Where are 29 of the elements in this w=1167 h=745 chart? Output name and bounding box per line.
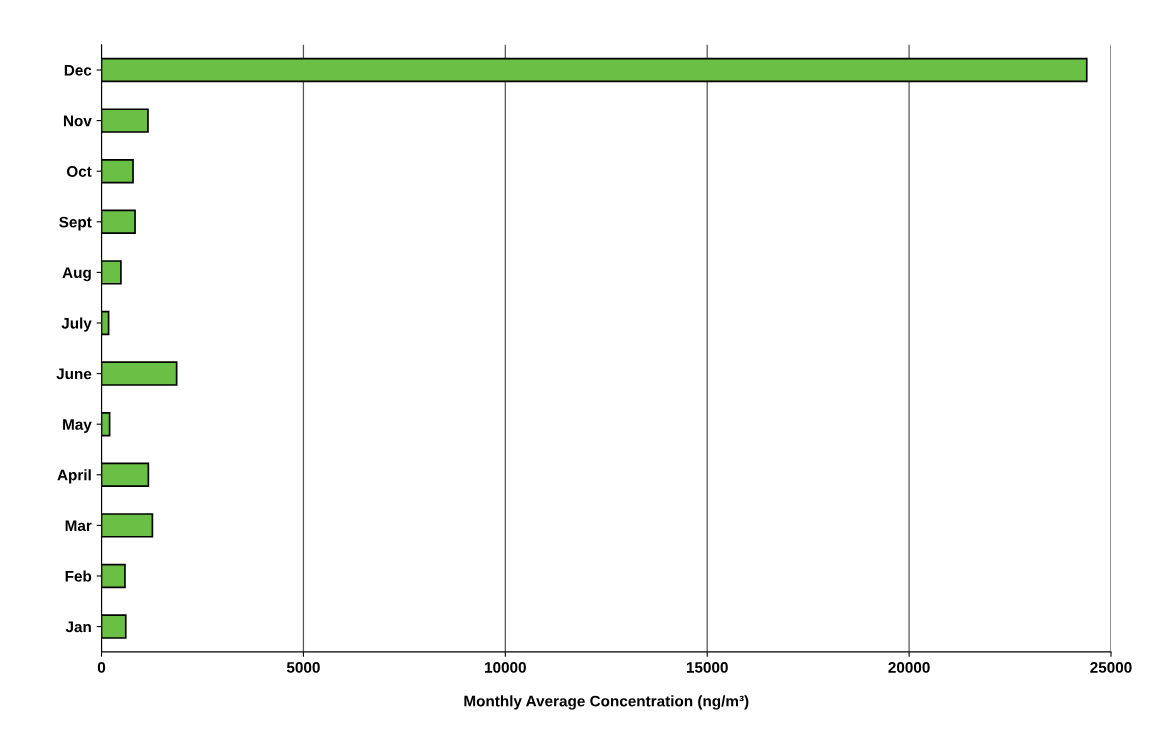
y-tick-label: July (61, 317, 92, 332)
x-tick-label: 20000 (888, 662, 930, 673)
bar (101, 260, 122, 285)
bar (101, 108, 149, 133)
x-tick-label: 10000 (485, 662, 526, 673)
x-axis-title: Monthly Average Concentration (ng/m³) (464, 695, 749, 710)
y-tick-label: Jan (65, 621, 91, 633)
y-tick-label: Mar (65, 520, 92, 532)
bar (101, 563, 126, 589)
y-tick-label: June (56, 368, 92, 380)
y-tick-label: Sept (59, 216, 92, 231)
bar (101, 462, 150, 488)
bar (101, 158, 134, 184)
y-tick-label: Aug (62, 267, 91, 282)
x-tick-label: 0 (97, 662, 106, 673)
x-tick-label: 25000 (1090, 662, 1132, 673)
y-tick-label: May (63, 419, 92, 433)
y-tick-label: Nov (63, 115, 92, 127)
bar (101, 209, 136, 235)
bar (101, 513, 154, 538)
y-tick-label: Feb (65, 570, 92, 582)
bar (101, 57, 1088, 83)
bar (101, 614, 127, 639)
bar (101, 361, 178, 386)
x-tick-label: 5000 (286, 662, 320, 673)
y-tick-label: Oct (66, 166, 92, 177)
x-tick-label: 15000 (686, 662, 728, 673)
y-tick-label: Dec (64, 65, 92, 76)
y-tick-label: April (57, 469, 91, 484)
